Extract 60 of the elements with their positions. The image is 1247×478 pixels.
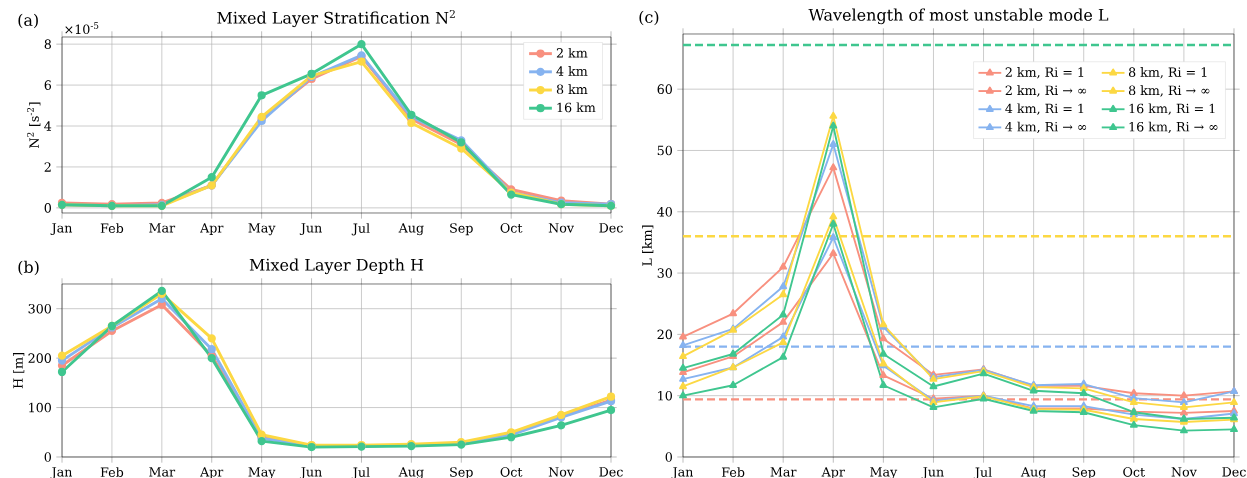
y-tick-label: 20 (657, 329, 672, 340)
chart-title: Mixed Layer Stratification N$^{2}$ (217, 9, 455, 28)
x-tick-label: Mar (149, 223, 176, 233)
y-tick-label: 60 (657, 84, 672, 94)
y-axis-title: H [m] (12, 353, 25, 389)
x-tick-label: Feb (100, 467, 124, 477)
x-tick-label: Feb (100, 223, 124, 233)
text: (c) (639, 10, 659, 26)
legend-label: 8 km, Ri = 1 (1128, 67, 1207, 79)
x-tick-label: Dec (1222, 467, 1246, 477)
x-tick-label: Feb (721, 467, 745, 477)
x-tick-label: Mar (149, 467, 176, 477)
y-tick-label: 4 (44, 121, 52, 131)
x-tick-label: Dec (599, 223, 623, 233)
legend-label: 16 km, Ri = 1 (1129, 103, 1215, 115)
y-tick-label: 0 (44, 452, 51, 462)
y-tick-label: 8 (44, 39, 51, 49)
x-tick-label: Dec (599, 467, 623, 477)
x-tick-label: Sep (450, 223, 473, 236)
x-tick-label: Apr (200, 223, 224, 236)
y-tick-label: 2 (44, 162, 51, 172)
chart-title: Mixed Layer Depth H (249, 258, 424, 275)
y-tick-label: 0 (44, 203, 51, 213)
x-tick-label: Jul (351, 223, 370, 236)
x-tick-label: Nov (548, 223, 574, 233)
y-tick-label: 300 (28, 303, 51, 314)
x-tick-label: Nov (1171, 467, 1197, 477)
x-tick-label: Mar (770, 467, 797, 477)
x-tick-label: Jun (299, 223, 322, 236)
y-tick-label: 100 (29, 402, 51, 413)
x-tick-label: Jan (50, 223, 73, 236)
x-tick-label: Aug (398, 223, 424, 236)
legend-label: 4 km, Ri = 1 (1005, 103, 1084, 115)
y-axis-title: N$^{2}$ [s$^{-2}$] (27, 102, 41, 148)
text: (b) (18, 260, 39, 276)
y-tick-label: 200 (28, 353, 51, 363)
legend-label: 4 km, Ri → ∞ (1005, 121, 1087, 134)
chart-title: Wavelength of most unstable mode L (808, 8, 1109, 25)
legend-label: 2 km, Ri → ∞ (1005, 85, 1087, 97)
y-tick-label: 6 (44, 80, 52, 90)
legend-label: 8 km (556, 84, 588, 95)
y-axis-title: L [km] (642, 225, 654, 266)
text: (a) (18, 13, 38, 29)
legend-label: 8 km, Ri → ∞ (1128, 85, 1210, 97)
x-tick-label: Oct (500, 223, 523, 233)
legend-label: 4 km (556, 66, 588, 76)
x-tick-label: Nov (548, 467, 574, 477)
y-tick-label: 50 (657, 145, 672, 156)
legend-label: 2 km, Ri = 1 (1005, 67, 1084, 79)
y-tick-label: 10 (658, 390, 672, 401)
legend-label: 16 km (557, 102, 596, 113)
x-tick-label: May (248, 223, 276, 236)
y-tick-label: 30 (657, 268, 672, 278)
y-tick-label: 0 (665, 452, 672, 462)
x-tick-label: Oct (1123, 467, 1146, 477)
legend-label: 2 km (556, 47, 588, 58)
text: ×10$^{-5}$ (65, 22, 99, 35)
legend-label: 16 km, Ri → ∞ (1129, 121, 1218, 134)
y-tick-label: 40 (657, 206, 672, 217)
x-tick-label: Oct (500, 467, 523, 477)
